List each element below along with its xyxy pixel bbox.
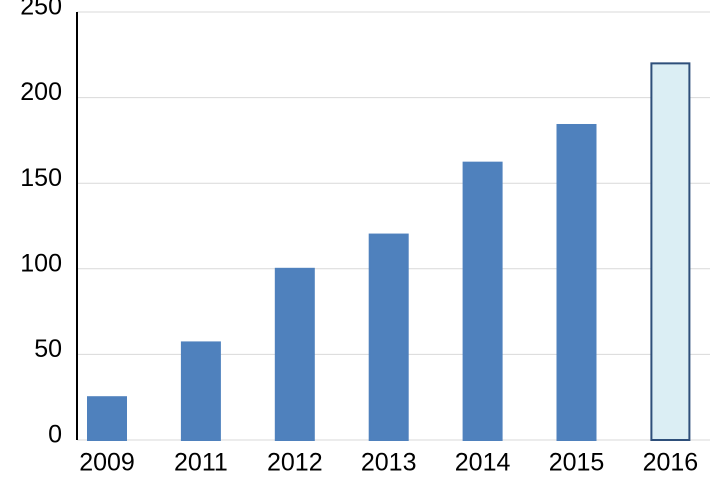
x-tick-label: 2012 xyxy=(267,449,323,477)
y-tick-label: 100 xyxy=(20,249,62,277)
x-tick-label: 2016 xyxy=(643,449,699,477)
bar xyxy=(650,62,691,442)
bar xyxy=(180,341,221,441)
bar xyxy=(556,123,597,441)
bar xyxy=(87,396,127,442)
bar xyxy=(274,267,315,441)
x-tick-label: 2009 xyxy=(79,449,135,477)
y-tick-label: 250 xyxy=(20,0,62,21)
y-tick-label: 200 xyxy=(20,78,62,106)
y-tick-label: 50 xyxy=(34,335,62,363)
x-tick-label: 2013 xyxy=(361,449,417,477)
y-tick-label: 150 xyxy=(20,164,62,192)
x-tick-label: 2011 xyxy=(174,449,228,477)
bar xyxy=(368,233,409,441)
y-tick-label: 0 xyxy=(48,421,62,449)
x-tick-label: 2015 xyxy=(549,449,605,477)
bar xyxy=(462,161,503,441)
x-tick-label: 2014 xyxy=(455,449,511,477)
